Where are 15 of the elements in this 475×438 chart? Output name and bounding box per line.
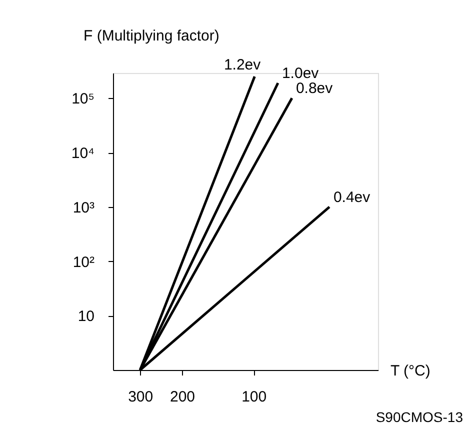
x-axis-title: T (°C): [390, 362, 430, 380]
series-label: 0.4ev: [333, 188, 371, 206]
y-tick-label: 10³: [72, 199, 94, 216]
y-tick-label: 10²: [72, 254, 94, 271]
x-tick-label: 100: [242, 388, 267, 406]
y-tick-label: 10⁴: [71, 145, 94, 162]
series-label: 0.8ev: [296, 80, 334, 98]
y-tick-label: 10⁵: [72, 90, 94, 108]
x-tick-label: 200: [170, 388, 196, 406]
y-tick-label: 10: [78, 308, 94, 326]
x-tick-label: 300: [128, 388, 154, 406]
y-axis-title: F (Multiplying factor): [84, 28, 220, 44]
series-label: 1.2ev: [224, 56, 262, 74]
series-label: 1.0ev: [282, 64, 320, 82]
text: S90CMOS-13: [376, 409, 464, 425]
